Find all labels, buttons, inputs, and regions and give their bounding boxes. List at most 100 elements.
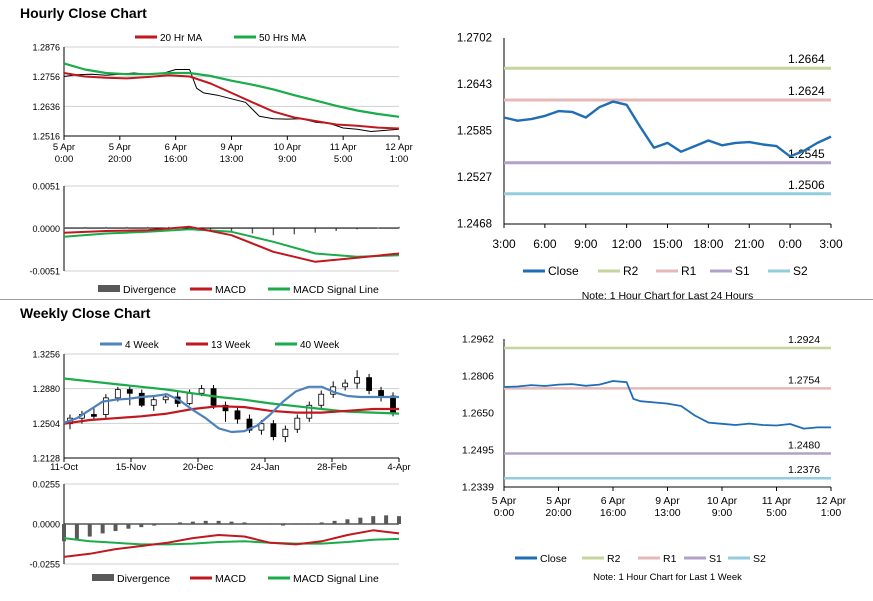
hourly-levels-y-tick-label: 1.2527 <box>457 172 492 184</box>
weekly-price-x-tick-label: 15-Nov <box>116 462 147 473</box>
hourly-levels-x-tick-label: 18:00 <box>693 237 723 251</box>
weekly-price-legend-label: 4 Week <box>125 340 160 351</box>
weekly-macd-divergence-bar <box>332 520 337 524</box>
hourly-levels-level-label-s2: 1.2506 <box>788 178 825 192</box>
hourly-price-x-tick-label: 6 Apr <box>165 142 187 153</box>
weekly-macd-divergence-bar <box>177 522 182 524</box>
hourly-price-x-tick-label: 5 Apr <box>53 142 75 153</box>
hourly-price-x-tick-label: 1:00 <box>390 154 409 165</box>
hourly-macd-divergence-bar <box>105 226 107 229</box>
weekly-macd-divergence-bar <box>216 520 221 524</box>
weekly-macd-divergence-bar <box>242 522 247 524</box>
hourly-levels-legend-label: S1 <box>735 264 750 278</box>
weekly-macd-divergence-bar <box>113 524 118 532</box>
hourly-macd-divergence-bar <box>63 226 65 229</box>
hourly-price-legend-label: 20 Hr MA <box>160 33 203 44</box>
weekly-price-candle-body <box>126 389 133 394</box>
weekly-macd-divergence-bar <box>139 524 144 528</box>
weekly-price-candle-body <box>258 423 265 431</box>
hourly-levels-series-close <box>503 100 832 158</box>
weekly-price-candle-body <box>390 395 396 414</box>
weekly-macd-divergence-bar <box>306 524 311 525</box>
weekly-price-legend-label: 13 Week <box>211 340 251 351</box>
hourly-macd-divergence-bar <box>398 226 400 229</box>
weekly-macd-divergence-bar <box>126 524 131 529</box>
weekly-section-title: Weekly Close Chart <box>20 305 151 321</box>
weekly-macd-divergence-bar <box>255 523 260 525</box>
weekly-macd-divergence-bar <box>371 516 376 524</box>
weekly-macd-divergence-bar <box>384 515 389 524</box>
hourly-price-legend-label: 50 Hrs MA <box>259 33 307 44</box>
weekly-price-legend-label: 40 Week <box>300 340 340 351</box>
weekly-levels-legend-label: R1 <box>663 553 677 565</box>
hourly-price-y-tick-label: 1.2516 <box>32 132 60 142</box>
weekly-price-x-tick-label: 20-Dec <box>183 462 214 473</box>
hourly-levels-legend-label: R1 <box>681 264 697 278</box>
hourly-macd-y-tick-label: 0.0000 <box>32 224 60 234</box>
hourly-macd-divergence-bar <box>314 228 316 233</box>
weekly-macd-legend-swatch <box>92 574 114 581</box>
weekly-levels-x-tick-label: 0:00 <box>494 507 515 519</box>
weekly-price-candle-body <box>294 417 301 430</box>
weekly-levels-x-tick-label: 12 Apr <box>816 495 847 507</box>
weekly-price-y-tick-label: 1.3256 <box>32 350 60 360</box>
weekly-price-candle-body <box>114 389 121 399</box>
weekly-price-candle-body <box>186 392 193 404</box>
hourly-levels-y-tick-label: 1.2468 <box>457 219 492 231</box>
weekly-price-x-tick-label: 4-Apr <box>387 462 410 473</box>
weekly-levels-x-tick-label: 9 Apr <box>655 495 680 507</box>
weekly-price-candle-body <box>198 388 205 394</box>
hourly-section-title: Hourly Close Chart <box>20 5 147 21</box>
weekly-macd-y-tick-label: 0.0000 <box>32 520 60 530</box>
hourly-levels-level-label-r1: 1.2624 <box>788 84 825 98</box>
weekly-levels-series-close <box>503 380 831 430</box>
weekly-price-candle-body <box>102 397 109 415</box>
weekly-levels-y-tick-label: 1.2650 <box>462 408 494 420</box>
hourly-levels-level-label-r2: 1.2664 <box>788 52 825 66</box>
weekly-macd-divergence-bar <box>358 517 363 524</box>
hourly-price-x-tick-label: 0:00 <box>55 154 74 165</box>
weekly-price-x-tick-label: 24-Jan <box>250 462 279 473</box>
hourly-macd-divergence-bar <box>335 228 337 231</box>
weekly-price-candle-body <box>234 410 241 420</box>
weekly-levels-x-tick-label: 9:00 <box>712 507 733 519</box>
weekly-price-candle-body <box>150 399 157 406</box>
hourly-price-x-tick-label: 9:00 <box>278 154 297 165</box>
weekly-macd-legend-label: MACD Signal Line <box>293 573 379 585</box>
hourly-macd-legend-label: MACD <box>215 284 246 296</box>
weekly-price-candle-body <box>378 390 384 397</box>
weekly-macd-divergence-bar <box>281 524 286 526</box>
weekly-macd-legend-label: MACD <box>215 573 246 585</box>
weekly-price-y-tick-label: 1.2504 <box>32 419 60 429</box>
hourly-levels-x-tick-label: 6:00 <box>533 237 557 251</box>
weekly-price-candle-body <box>318 393 325 406</box>
hourly-levels-y-tick-label: 1.2585 <box>457 126 492 138</box>
hourly-macd-legend-label: Divergence <box>123 284 176 296</box>
weekly-levels-x-tick-label: 6 Apr <box>601 495 626 507</box>
weekly-price-candle-body <box>270 423 277 438</box>
weekly-price-candle-body <box>342 382 349 388</box>
hourly-levels-x-tick-label: 0:00 <box>778 237 802 251</box>
hourly-macd-divergence-bar <box>84 226 86 229</box>
weekly-macd-divergence-bar <box>345 519 350 524</box>
weekly-macd-divergence-bar <box>190 521 195 524</box>
hourly-macd-divergence-bar <box>272 228 275 236</box>
weekly-levels-y-tick-label: 1.2339 <box>462 482 494 494</box>
weekly-price-candle-body <box>138 392 145 406</box>
weekly-levels-level-label-r1: 1.2754 <box>788 374 820 386</box>
weekly-levels-level-label-s2: 1.2376 <box>788 464 820 476</box>
weekly-price-candle-body <box>246 418 253 431</box>
weekly-levels-y-tick-label: 1.2962 <box>462 334 494 346</box>
weekly-macd-divergence-bar <box>165 523 170 525</box>
hourly-price-x-tick-label: 5 Apr <box>109 142 131 153</box>
weekly-price-x-tick-label: 28-Feb <box>317 462 347 473</box>
hourly-macd-legend-swatch <box>98 285 120 292</box>
weekly-macd-divergence-bar <box>100 524 105 534</box>
weekly-levels-x-tick-label: 10 Apr <box>707 495 738 507</box>
hourly-macd-y-tick-label: -0.0051 <box>29 267 60 277</box>
weekly-macd-divergence-bar <box>74 524 79 539</box>
weekly-levels-x-tick-label: 13:00 <box>654 507 680 519</box>
hourly-price-x-tick-label: 5:00 <box>334 154 353 165</box>
hourly-levels-x-tick-label: 12:00 <box>612 237 642 251</box>
weekly-macd-divergence-bar <box>268 524 273 525</box>
